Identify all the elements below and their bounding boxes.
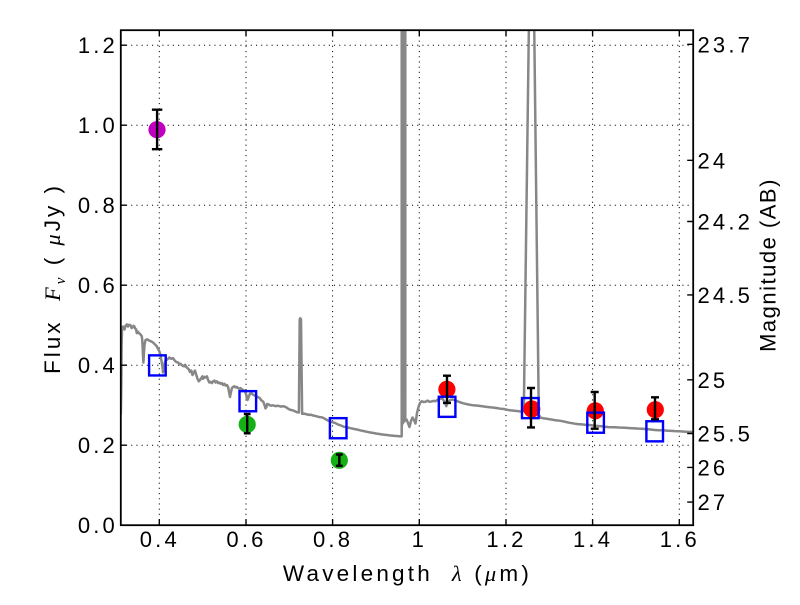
- svg-text:24.2: 24.2: [698, 210, 754, 235]
- svg-text:25.5: 25.5: [698, 422, 754, 447]
- svg-text:23.7: 23.7: [698, 32, 754, 57]
- svg-text:26: 26: [698, 455, 729, 480]
- svg-text:0.8: 0.8: [313, 527, 353, 552]
- svg-text:0.0: 0.0: [78, 513, 118, 538]
- svg-text:0.4: 0.4: [140, 527, 180, 552]
- svg-text:1.2: 1.2: [486, 527, 526, 552]
- svg-text:0.6: 0.6: [78, 273, 118, 298]
- svg-text:1.6: 1.6: [660, 527, 700, 552]
- svg-text:1.0: 1.0: [78, 113, 118, 138]
- svg-text:Magnitude (AB): Magnitude (AB): [756, 178, 781, 352]
- svg-text:27: 27: [698, 490, 729, 515]
- svg-text:1.4: 1.4: [573, 527, 613, 552]
- svg-text:24.5: 24.5: [698, 283, 754, 308]
- svg-text:0.8: 0.8: [78, 193, 118, 218]
- svg-text:Flux Fν ( μJy ): Flux Fν ( μJy ): [40, 183, 69, 374]
- svg-text:0.4: 0.4: [78, 353, 118, 378]
- svg-text:24: 24: [698, 148, 729, 173]
- svg-text:1: 1: [412, 527, 427, 552]
- svg-text:25: 25: [698, 368, 729, 393]
- svg-text:0.2: 0.2: [78, 433, 118, 458]
- svg-text:1.2: 1.2: [78, 33, 118, 58]
- svg-text:0.6: 0.6: [226, 527, 266, 552]
- svg-text:Wavelength λ (μm): Wavelength λ (μm): [283, 561, 532, 586]
